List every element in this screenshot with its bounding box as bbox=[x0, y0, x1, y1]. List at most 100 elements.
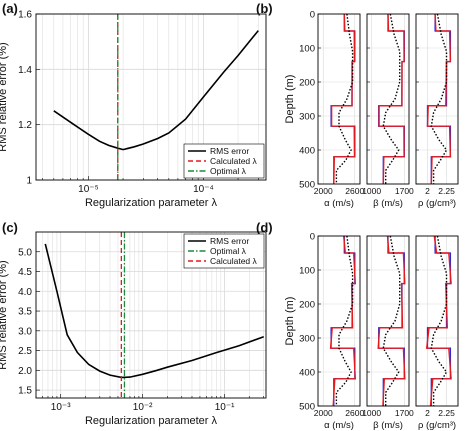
x-tick-label: 10⁻³ bbox=[51, 402, 71, 413]
y-tick-label: 1.2 bbox=[18, 120, 32, 131]
y-tick-label: 2.0 bbox=[18, 366, 32, 377]
x-axis-label: ρ (g/cm³) bbox=[418, 420, 456, 431]
y-tick-label: 0 bbox=[310, 232, 315, 243]
y-axis-label: RMS relative error (%) bbox=[0, 42, 9, 151]
chart-panel-c: 1.5 2.0 2.5 3.0 3.5 4.0 4.5 5.0 10⁻³ 10⁻² 10⁻¹ RMS … bbox=[0, 231, 267, 427]
x-axis-label: Regularization parameter λ bbox=[85, 415, 218, 427]
y-tick-label: 1.5 bbox=[18, 386, 32, 397]
inverted-model-line bbox=[330, 13, 356, 185]
y-tick-label: 300 bbox=[299, 112, 315, 123]
legend-label: Calculated λ bbox=[210, 156, 258, 166]
x-tick-label: 2 bbox=[425, 186, 430, 196]
x-axis-label: α (m/s) bbox=[324, 420, 354, 431]
legend-label: Calculated λ bbox=[210, 256, 258, 266]
x-tick-label: 10⁻² bbox=[133, 402, 153, 413]
y-axis-label: Depth (m) bbox=[284, 75, 296, 124]
x-tick-label: 1000 bbox=[362, 186, 381, 196]
inverted-model-line bbox=[378, 13, 405, 185]
legend-label: RMS error bbox=[210, 236, 249, 246]
x-tick-label: 2600 bbox=[345, 408, 364, 418]
y-tick-label: 2.5 bbox=[18, 346, 32, 357]
x-tick-label: 2.25 bbox=[438, 408, 455, 418]
profile-subplot: 2 2.25 ρ (g/cm³) bbox=[415, 13, 459, 209]
y-axis-label: RMS relative error (%) bbox=[0, 260, 9, 369]
legend-label: Optimal λ bbox=[210, 246, 247, 256]
subplot-frame bbox=[317, 235, 361, 407]
legend-label: Optimal λ bbox=[210, 166, 247, 176]
y-tick-label: 500 bbox=[299, 402, 315, 413]
y-tick-label: 500 bbox=[299, 180, 315, 191]
profile-subplot: 1000 1700 β (m/s) bbox=[362, 13, 414, 209]
y-tick-label: 3.0 bbox=[18, 326, 32, 337]
x-tick-label: 2600 bbox=[345, 186, 364, 196]
y-tick-label: 300 bbox=[299, 334, 315, 345]
x-tick-label: 10⁻⁵ bbox=[78, 184, 99, 195]
plot-frame bbox=[35, 13, 267, 181]
y-tick-label: 1.4 bbox=[18, 65, 32, 76]
true-model-line bbox=[378, 236, 405, 406]
smooth-model-line bbox=[382, 235, 401, 406]
x-tick-label: 1700 bbox=[395, 186, 414, 196]
x-tick-label: 2000 bbox=[314, 408, 333, 418]
y-tick-label: 200 bbox=[299, 78, 315, 89]
x-tick-label: 10⁻⁴ bbox=[193, 184, 214, 195]
smooth-model-line bbox=[382, 13, 401, 184]
subplot-frame bbox=[415, 13, 459, 185]
inverted-model-line bbox=[425, 235, 452, 407]
smooth-model-line bbox=[335, 13, 354, 184]
panel-label-b: (b) bbox=[256, 1, 273, 16]
subplot-frame bbox=[317, 13, 361, 185]
smooth-model-line bbox=[335, 235, 354, 406]
y-tick-label: 1.6 bbox=[18, 10, 32, 21]
x-tick-label: 10⁻¹ bbox=[215, 402, 235, 413]
x-tick-label: 2 bbox=[425, 408, 430, 418]
y-tick-label: 4.5 bbox=[18, 267, 32, 278]
x-axis-label: α (m/s) bbox=[324, 198, 354, 209]
profile-subplot: 2000 2600 α (m/s) bbox=[314, 235, 364, 431]
series-line-rms-error bbox=[53, 30, 259, 151]
panel-label-d: (d) bbox=[256, 220, 273, 235]
true-model-line bbox=[426, 14, 452, 184]
plot-frame bbox=[35, 231, 267, 399]
subplot-frame bbox=[415, 235, 459, 407]
profile-subplot: 1000 1700 β (m/s) bbox=[362, 235, 414, 431]
y-tick-label: 200 bbox=[299, 300, 315, 311]
legend-label: RMS error bbox=[210, 146, 249, 156]
y-tick-label: 4.0 bbox=[18, 287, 32, 298]
subplot-frame bbox=[366, 235, 410, 407]
x-tick-label: 2.25 bbox=[438, 186, 455, 196]
y-tick-label: 3.5 bbox=[18, 307, 32, 318]
subplot-frame bbox=[366, 13, 410, 185]
x-axis-label: β (m/s) bbox=[373, 420, 403, 431]
y-axis-label: Depth (m) bbox=[284, 297, 296, 346]
series-line-rms-error bbox=[44, 243, 264, 379]
smooth-model-line bbox=[430, 13, 448, 184]
inverted-model-line bbox=[426, 13, 452, 185]
x-axis-label: ρ (g/cm³) bbox=[418, 198, 456, 209]
inverted-model-line bbox=[377, 235, 406, 407]
y-tick-label: 100 bbox=[299, 44, 315, 55]
panel-label-c: (c) bbox=[2, 220, 18, 235]
y-tick-label: 100 bbox=[299, 266, 315, 277]
profile-subplot: 2 2.25 ρ (g/cm³) bbox=[415, 235, 459, 431]
y-tick-label: 1 bbox=[26, 176, 32, 187]
chart-panel-d: 0 100 200 300 400 500 Depth (m) 2000 2600 α (m/s)… bbox=[284, 232, 459, 431]
y-tick-label: 5.0 bbox=[18, 247, 32, 258]
chart-panel-b: 0 100 200 300 400 500 Depth (m) 2000 2600 α (m/s)… bbox=[284, 10, 459, 209]
panel-label-a: (a) bbox=[2, 1, 18, 16]
x-tick-label: 2000 bbox=[314, 186, 333, 196]
y-tick-label: 0 bbox=[310, 10, 315, 21]
legend-box bbox=[183, 233, 265, 269]
profile-subplot: 2000 2600 α (m/s) bbox=[314, 13, 364, 209]
inverted-model-line bbox=[329, 235, 357, 407]
smooth-model-line bbox=[430, 235, 448, 406]
x-axis-label: β (m/s) bbox=[373, 198, 403, 209]
y-tick-label: 400 bbox=[299, 368, 315, 379]
y-tick-label: 400 bbox=[299, 146, 315, 157]
x-tick-label: 1000 bbox=[362, 408, 381, 418]
x-axis-label: Regularization parameter λ bbox=[85, 197, 218, 209]
x-tick-label: 1700 bbox=[395, 408, 414, 418]
true-model-line bbox=[378, 14, 405, 184]
